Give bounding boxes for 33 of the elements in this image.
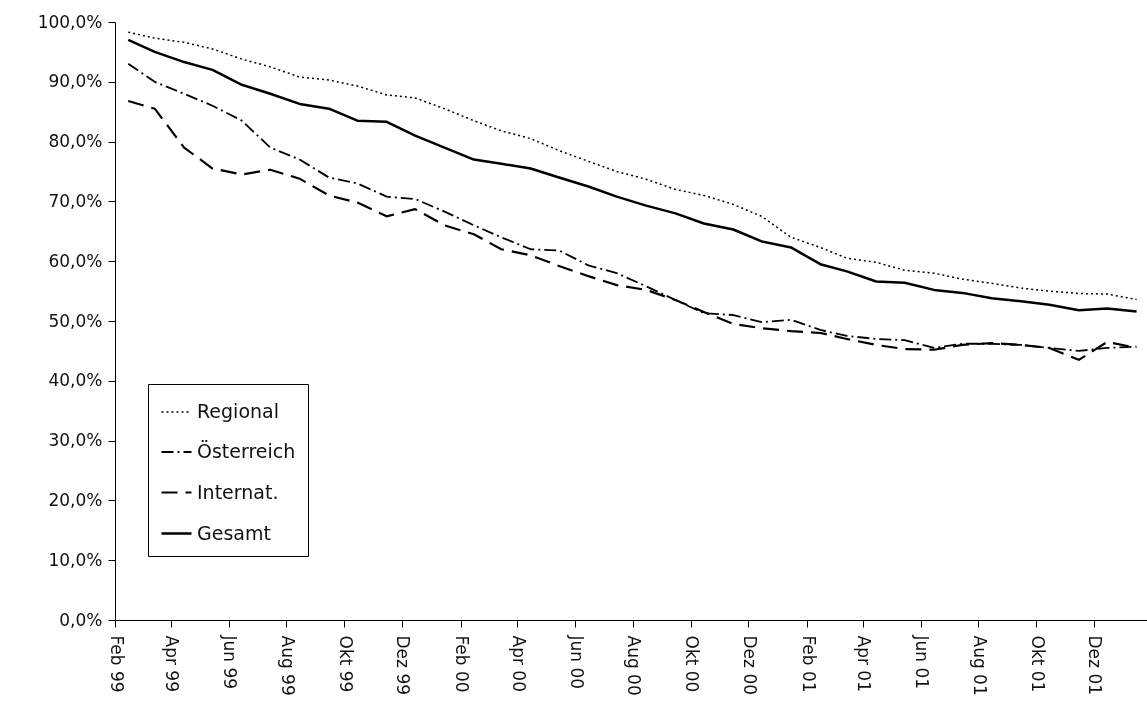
x-tick-label: Dez 00	[739, 635, 760, 696]
x-tick-label: Dez 01	[1085, 635, 1106, 696]
y-tick-label: 70,0%	[48, 190, 103, 211]
y-tick-label: 20,0%	[48, 489, 103, 510]
x-tick-label: Okt 00	[682, 635, 703, 693]
y-tick-label: 60,0%	[48, 250, 103, 271]
y-tick-label: 10,0%	[48, 549, 103, 570]
x-tick-label: Jun 00	[566, 634, 587, 690]
x-tick-label: Okt 01	[1027, 635, 1048, 693]
x-tick-label: Jun 01	[912, 634, 933, 690]
legend-label: Gesamt	[197, 521, 271, 544]
x-tick-label: Feb 01	[798, 635, 819, 693]
y-tick-label: 100,0%	[37, 11, 103, 32]
x-tick-label: Apr 00	[508, 635, 529, 692]
x-tick-label: Jun 99	[220, 634, 241, 690]
x-tick-label: Apr 99	[162, 635, 183, 692]
y-tick-label: 80,0%	[48, 131, 103, 152]
x-tick-label: Okt 99	[335, 635, 356, 693]
y-tick-label: 40,0%	[48, 370, 103, 391]
x-tick-label: Aug 01	[969, 635, 990, 696]
x-tick-label: Aug 00	[624, 635, 645, 696]
y-tick-label: 0,0%	[59, 609, 103, 630]
y-tick-label: 50,0%	[48, 310, 103, 331]
y-tick-label: 30,0%	[48, 430, 103, 451]
x-tick-label: Feb 00	[452, 635, 473, 693]
x-tick-label: Apr 01	[854, 635, 875, 692]
y-tick-label: 90,0%	[48, 71, 103, 92]
x-tick-label: Dez 99	[393, 635, 414, 696]
legend-label: Regional	[197, 400, 279, 422]
legend-label: Internat.	[197, 480, 279, 503]
legend-label: Österreich	[197, 440, 296, 462]
x-tick-label: Feb 99	[106, 635, 127, 693]
x-tick-label: Aug 99	[277, 635, 298, 696]
